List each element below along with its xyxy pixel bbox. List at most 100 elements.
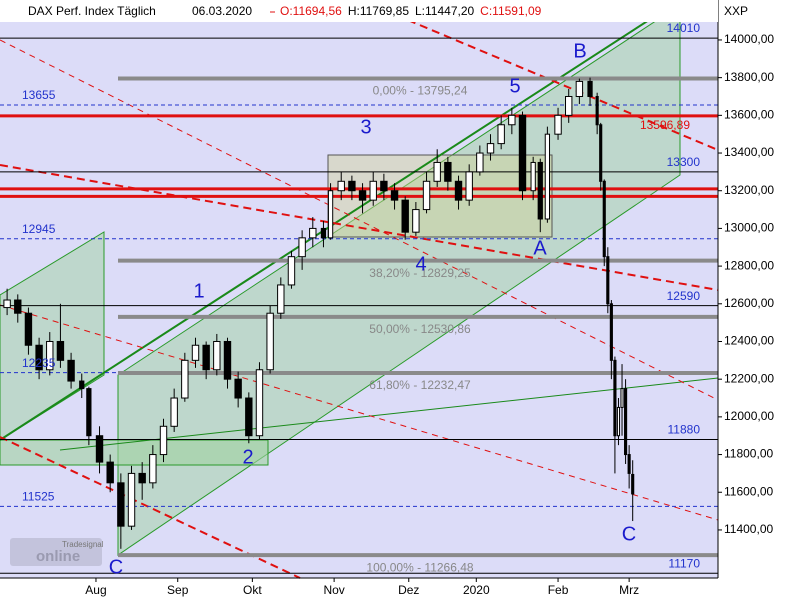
fib-label: 50,00% - 12530,86 — [369, 322, 471, 336]
x-tick-label: Dez — [398, 583, 419, 597]
candle-body — [616, 406, 621, 437]
wave-label: A — [533, 237, 547, 259]
red-level-label: 13596,89 — [640, 118, 690, 132]
wave-label: 4 — [415, 253, 426, 275]
y-tick-label: 14000,00 — [724, 32, 774, 46]
header-value: O:11694,56 — [280, 4, 342, 18]
candle-body — [433, 161, 441, 182]
candle-body — [127, 472, 136, 527]
candle-body — [24, 312, 33, 346]
fib-label: 100,00% - 11266,48 — [366, 560, 474, 574]
candle-body — [575, 80, 584, 97]
candle-body — [508, 114, 516, 126]
level-label: 14010 — [667, 21, 701, 35]
candle-body — [444, 161, 452, 182]
candle-body — [606, 256, 610, 305]
candle-body — [337, 180, 345, 192]
level-label: 11525 — [22, 490, 55, 504]
candle-body — [309, 227, 317, 239]
candle-body — [587, 80, 593, 97]
candle-body — [537, 161, 543, 220]
candle-body — [401, 199, 409, 233]
candle-body — [348, 180, 356, 192]
y-tick-label: 12200,00 — [724, 371, 774, 385]
logo-box — [10, 538, 102, 566]
y-tick-label: 13600,00 — [724, 108, 774, 122]
candle-body — [565, 95, 573, 116]
wave-label: C — [622, 523, 636, 545]
x-tick-label: Nov — [323, 583, 344, 597]
candle-body — [14, 299, 22, 314]
candle-body — [234, 378, 242, 399]
candle-body — [277, 284, 285, 314]
trend-line — [0, 39, 719, 401]
candle-body — [223, 340, 232, 380]
candle-body — [170, 397, 178, 427]
candle-body — [627, 454, 631, 474]
candle-body — [327, 190, 334, 239]
candle-body — [56, 340, 65, 361]
candle-body — [595, 95, 599, 126]
candle-body — [255, 369, 264, 437]
chart-title: DAX Perf. Index Täglich — [28, 4, 156, 18]
candle-body — [554, 114, 562, 135]
level-label: 12235 — [22, 356, 56, 370]
candle-body — [117, 482, 125, 527]
left-channel — [0, 231, 105, 441]
candle-body — [609, 303, 613, 361]
trend-line — [0, 164, 719, 291]
wave-label: B — [573, 40, 586, 62]
candle-body — [422, 180, 431, 211]
x-tick-label: Sep — [167, 583, 189, 597]
x-tick-label: Aug — [85, 583, 106, 597]
candle-body — [159, 425, 168, 456]
trend-line — [59, 377, 719, 451]
level-label: 11170 — [668, 556, 700, 570]
candle-body — [95, 435, 104, 463]
y-tick-label: 11400,00 — [724, 522, 773, 536]
y-tick-label: 13800,00 — [724, 70, 774, 84]
y-tick-label: 11800,00 — [724, 447, 773, 461]
wave-label: 5 — [509, 75, 520, 97]
candle-body — [86, 388, 92, 437]
fib-label: 38,20% - 12829,25 — [369, 266, 471, 280]
candles — [3, 77, 635, 549]
candle-body — [624, 388, 628, 456]
candle-body — [320, 227, 327, 239]
candle-body — [67, 359, 75, 382]
y-tick-label: 12600,00 — [724, 296, 774, 310]
candle-body — [35, 344, 43, 371]
x-tick-label: Feb — [548, 583, 569, 597]
candle-body — [3, 299, 11, 309]
labels: 14010 13655 13300 12945 12590 12235 11880 11525… — [22, 21, 700, 578]
logo-text: Tradesignal — [62, 540, 104, 549]
candle-body — [497, 124, 505, 145]
wave-label: C — [109, 556, 123, 578]
level-label: 13655 — [22, 88, 56, 102]
candle-body — [380, 180, 388, 192]
trend-line — [0, 304, 719, 521]
fib-label: 61,80% - 12232,47 — [369, 378, 471, 392]
candle-body — [454, 180, 463, 201]
candle-body — [631, 473, 635, 495]
level-label: 13300 — [667, 155, 701, 169]
level-label: 12945 — [22, 222, 56, 236]
candle-body — [369, 180, 377, 201]
candle-body — [213, 340, 221, 371]
candle-body — [181, 359, 189, 399]
candle-body — [518, 114, 527, 192]
candle-body — [79, 380, 85, 390]
date: 06.03.2020 — [192, 4, 252, 18]
candle-body — [599, 124, 603, 182]
logo-text: online — [36, 548, 80, 565]
candle-body — [544, 133, 551, 220]
candle-body — [613, 359, 617, 437]
candle-body — [412, 209, 420, 233]
wave-label: 2 — [242, 446, 253, 468]
y-tick-label: 12400,00 — [724, 334, 774, 348]
candle-body — [358, 190, 367, 201]
header-value: H:11769,85 — [348, 4, 409, 18]
y-axis-label: XXP — [724, 4, 748, 18]
candle-body — [106, 461, 114, 484]
support-box — [0, 439, 269, 466]
